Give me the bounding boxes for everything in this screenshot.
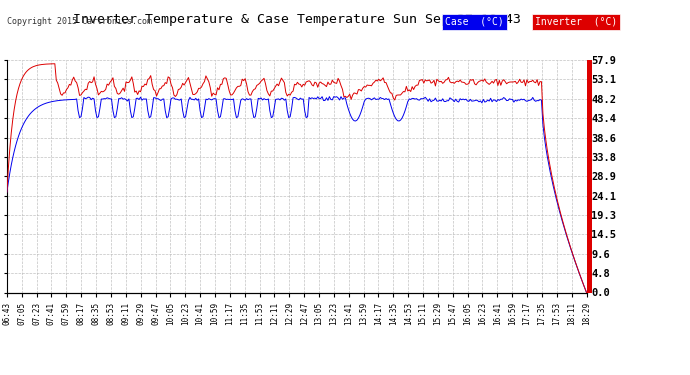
Text: Copyright 2015 Cartronics.com: Copyright 2015 Cartronics.com bbox=[7, 17, 152, 26]
Text: Case  (°C): Case (°C) bbox=[445, 17, 504, 27]
Text: Inverter Temperature & Case Temperature Sun Sep 27 18:43: Inverter Temperature & Case Temperature … bbox=[72, 13, 521, 26]
Text: Inverter  (°C): Inverter (°C) bbox=[535, 17, 617, 27]
